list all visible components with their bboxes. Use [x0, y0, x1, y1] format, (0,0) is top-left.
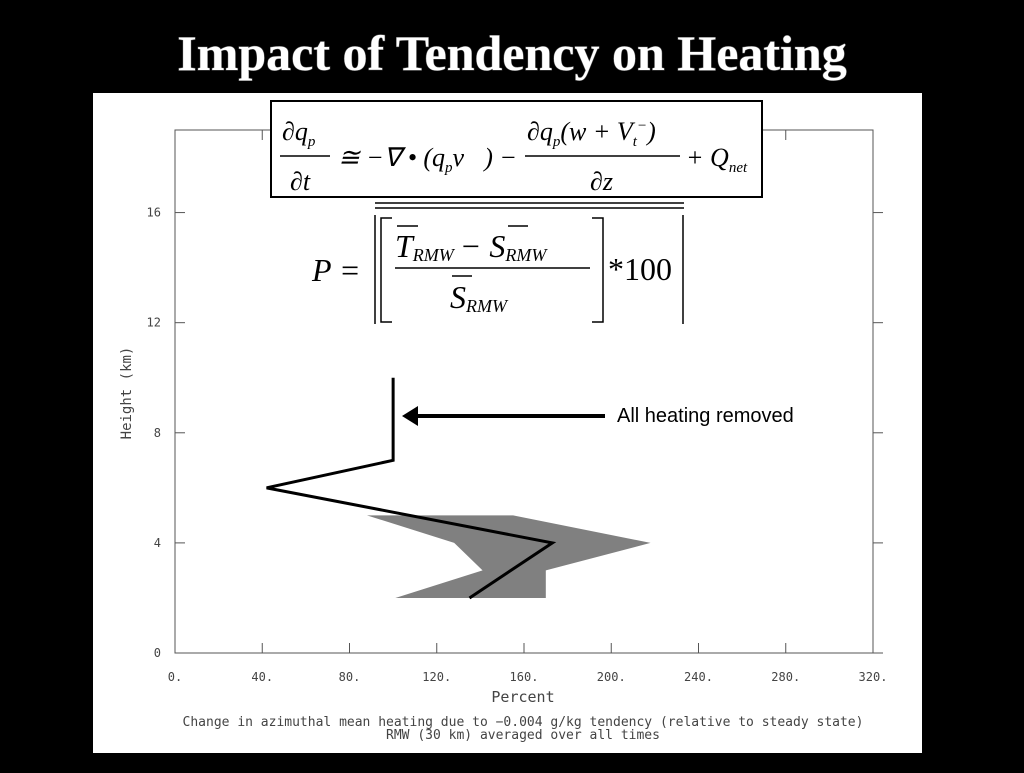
line — [266, 377, 557, 600]
caption: Change in azimuthal mean heating due to … — [183, 715, 864, 730]
eq-part: T — [395, 228, 415, 264]
equation-box — [270, 100, 763, 198]
annotation: All heating removed — [617, 405, 794, 427]
y-tick-label: 12 — [147, 316, 161, 330]
x-tick-label: 160. — [510, 670, 539, 684]
eq-text: *100 — [608, 251, 672, 287]
eq-sub: RMW — [412, 245, 456, 265]
eq-part: ≅ −∇ • (q — [338, 143, 445, 172]
eq-text: TRMW − SRMW — [395, 228, 548, 265]
eq-text: ≅ −∇ • (qpv⃗) − — [338, 143, 517, 176]
x-tick-label: 280. — [771, 670, 800, 684]
equation-2: P = TRMW − SRMW SRMW *100 — [311, 215, 684, 324]
arrow-head — [402, 406, 418, 426]
eq-text: P = — [311, 252, 361, 288]
eq-part: + Q — [686, 143, 729, 172]
y-tick-label: 16 — [147, 206, 161, 220]
eq-sub: p — [552, 134, 561, 150]
eq-text: ∂z — [590, 167, 613, 196]
eq-sub: net — [729, 160, 748, 176]
bracket — [380, 217, 392, 323]
x-tick-label: 0. — [168, 670, 182, 684]
x-tick-label: 120. — [422, 670, 451, 684]
x-tick-label: 320. — [859, 670, 888, 684]
x-tick-label: 80. — [339, 670, 361, 684]
eq-part: ∂q — [282, 117, 308, 146]
x-tick-label: 40. — [251, 670, 273, 684]
y-tick-label: 0 — [154, 646, 161, 660]
eq-text: SRMW — [450, 279, 509, 316]
equation-1: ∂qp ∂t ≅ −∇ • (qpv⃗) − ∂qp(w + Vt−) ∂z +… — [280, 117, 748, 196]
chart-title: Impact of Tendency on Heating — [177, 25, 847, 81]
range-area — [366, 515, 651, 598]
eq-sup: − — [637, 118, 647, 134]
eq-part: − S — [460, 228, 506, 264]
eq-text: ∂qp(w + Vt−) — [527, 117, 656, 150]
eq-text: + Qnet — [686, 143, 748, 176]
y-axis-label: Height (km) — [119, 347, 135, 440]
y-tick-label: 8 — [154, 426, 161, 440]
eq-part: S — [450, 279, 466, 315]
eq-sub: p — [307, 134, 316, 150]
eq-sub: t — [633, 134, 638, 150]
x-axis-label: Percent — [491, 688, 554, 706]
eq-text: ∂t — [290, 167, 311, 196]
eq-part: ) — [645, 117, 656, 146]
eq-text: ∂qp — [282, 117, 316, 150]
y-tick-label: 4 — [154, 536, 161, 550]
eq-sub: RMW — [504, 245, 548, 265]
plot: 0. 40. 80. 120. 160. 200. 240. 280. 320. 0 4 8 12 16 — [147, 130, 888, 684]
x-tick-label: 200. — [597, 670, 626, 684]
eq-part: ∂q — [527, 117, 553, 146]
eq-sub: RMW — [465, 296, 509, 316]
x-tick-label: 240. — [684, 670, 713, 684]
eq-part: (w + V — [560, 117, 636, 146]
eq-part: v⃗) − — [452, 143, 516, 172]
bracket — [592, 217, 604, 323]
caption: RMW (30 km) averaged over all times — [386, 728, 660, 743]
eq-sub: p — [444, 160, 453, 176]
